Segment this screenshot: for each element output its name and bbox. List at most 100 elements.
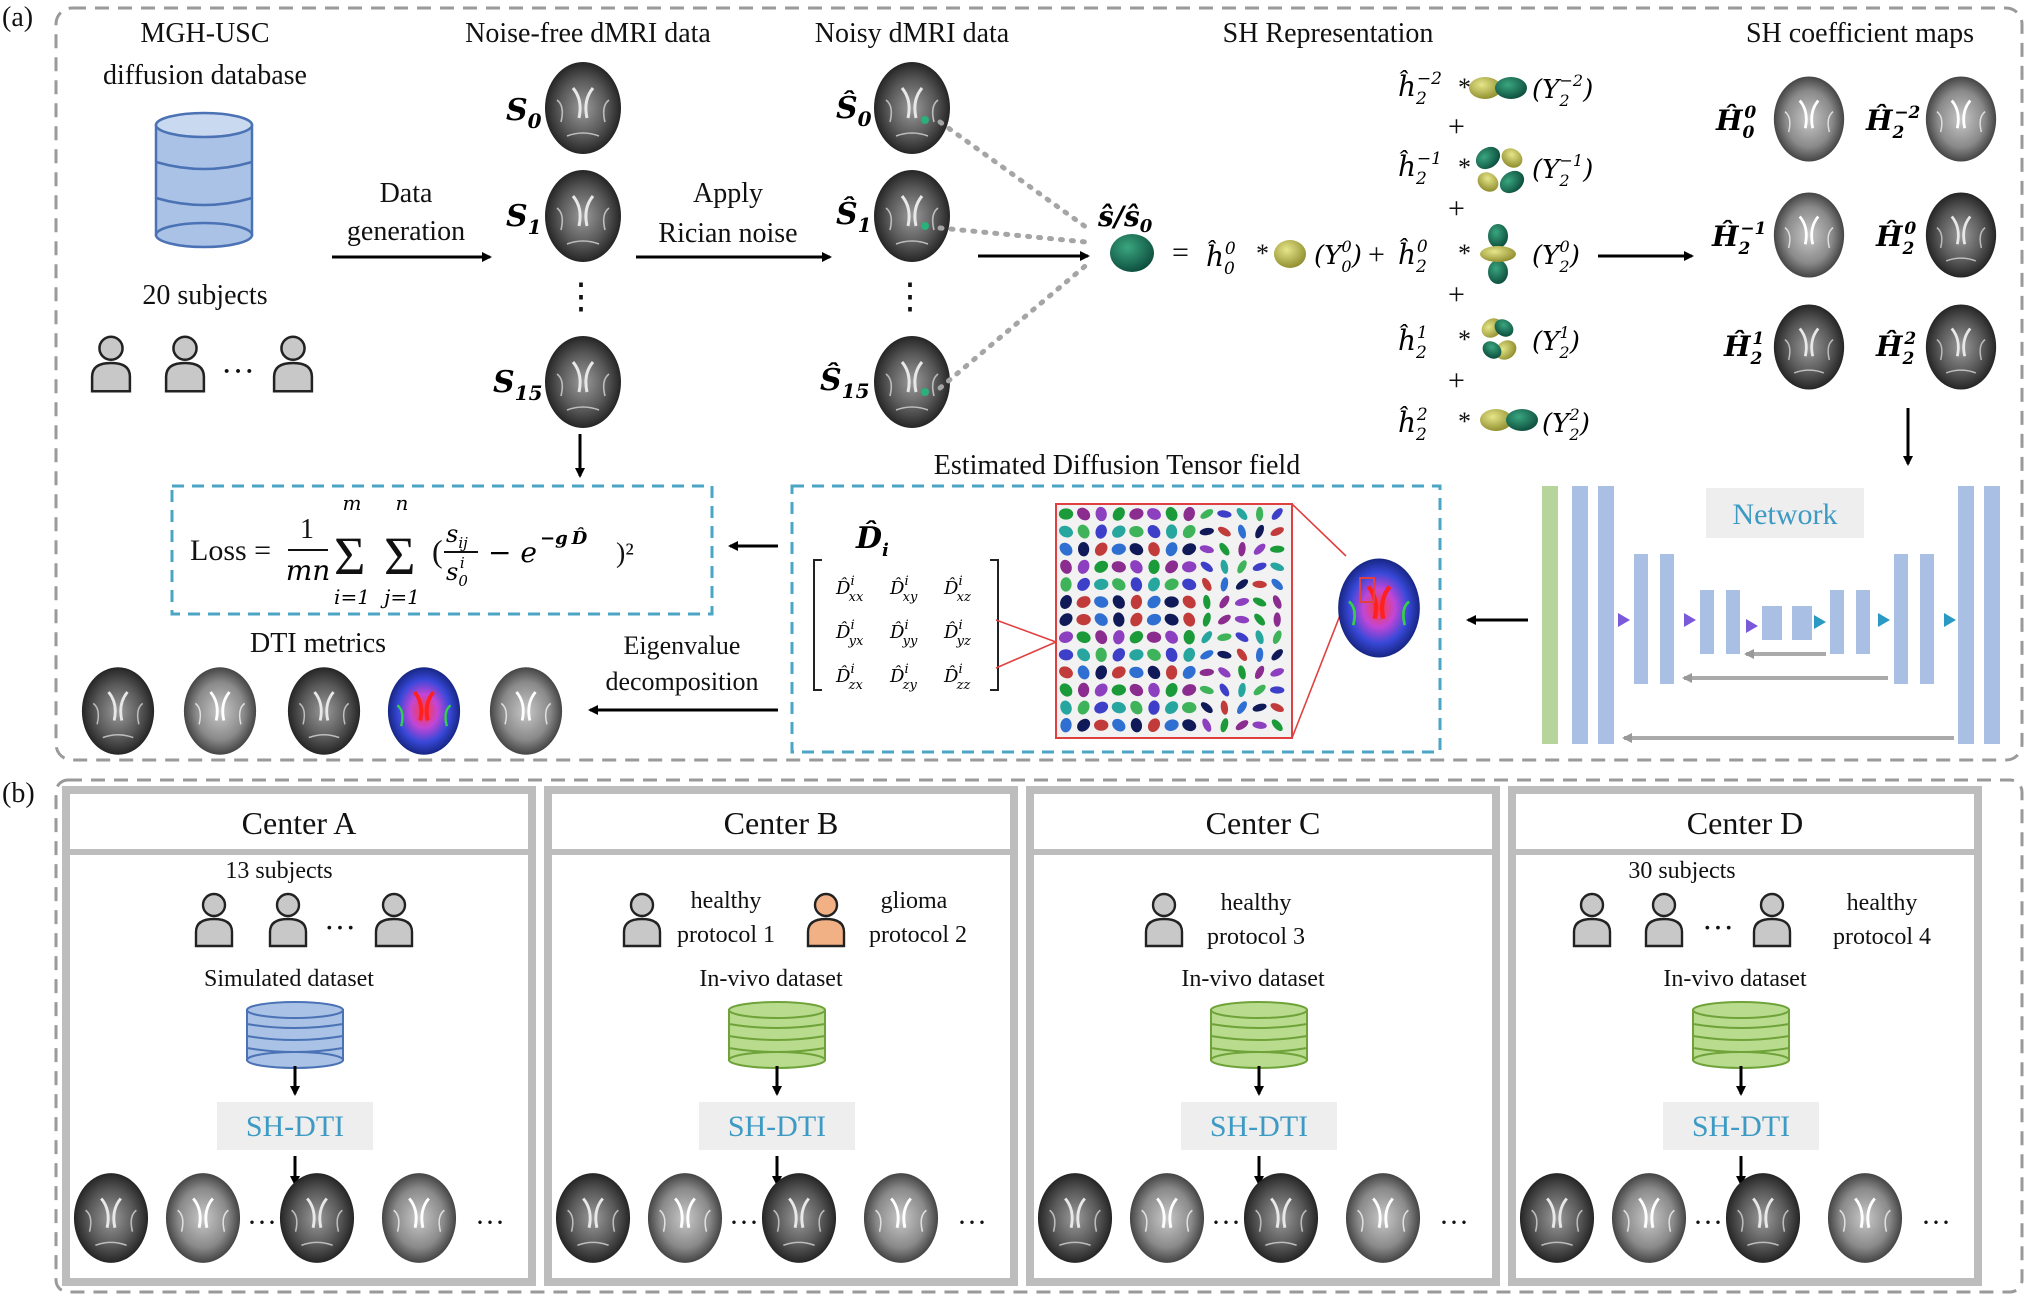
network-layer [1958,486,1974,744]
tensor-glyph [1129,649,1144,661]
tensor-glyph [1164,719,1179,731]
times-sign: * [1458,73,1471,102]
coef-label-h2m1: Ĥ2−1 [1711,219,1766,259]
noisy-column: Noisy dMRI data Ŝ0 Ŝ1 Ŝ15 ⋮ [815,18,1093,430]
results-dots: ··· [1439,1206,1469,1239]
tensor-glyph [1058,649,1074,661]
tensor-glyph [1094,613,1108,626]
s15-label: S15 [493,365,543,405]
center-title: Center D [1687,805,1803,841]
plus-sign: + [1448,110,1465,143]
tensor-glyph [1255,630,1264,645]
network-label-box [1706,488,1864,538]
dti-metric-thumbnail [488,665,564,757]
tensor-glyph [1147,665,1161,680]
tensor-glyph [1165,630,1178,644]
tensor-glyph [1252,597,1267,607]
tensor-glyph [1060,559,1072,574]
exponent: −g D̂ [540,527,588,549]
basis-y2m1: (Y2−1) [1532,151,1593,190]
loss-frac-num: 1 [300,514,314,545]
healthy-label: healthy [1847,890,1918,916]
shat0-label: Ŝ0 [836,90,872,131]
tensor-glyph [1236,648,1248,661]
tensor-glyph [1095,665,1107,680]
tensor-glyph [1059,525,1073,538]
person-icon [622,892,662,948]
tensor-glyph [1183,506,1195,522]
result-brain-thumbnail [164,1171,242,1265]
tensor-glyph [1077,665,1090,680]
sh-rep-title: SH Representation [1223,18,1434,49]
voxel-marker [921,388,929,396]
sum-sign-2: Σ [384,526,415,586]
tensor-glyph [1165,507,1178,521]
tensor-glyph [1199,527,1214,536]
tensor-glyph [1199,685,1214,695]
tensor-glyph [1094,596,1109,608]
zoom-line [1291,503,1347,557]
tensor-glyph [1094,683,1108,697]
coef-map-thumbnail [1924,75,1998,163]
results-dots: ··· [1921,1206,1951,1239]
tensor-glyph [1235,720,1249,731]
person-icon [272,335,314,393]
tensor-glyph [1112,578,1126,591]
times-sign: * [1458,325,1471,354]
center-frame [1026,786,1500,1286]
network-unet: Network [1542,486,2000,744]
tensor-glyph [1077,718,1091,732]
tensor-glyph [1182,684,1197,696]
basis-y21: (Y21) [1532,323,1580,362]
tensor-glyph [1076,631,1091,644]
coef-label-h2m2: Ĥ2−2 [1865,103,1921,143]
loss-lhs: Loss = [190,534,271,567]
tensor-field-title: Estimated Diffusion Tensor field [934,450,1300,481]
network-input-layer [1542,486,1558,744]
person-icon [268,892,308,948]
term-den: s0i [446,554,468,590]
tensor-glyph [1217,633,1232,641]
tensor-glyph [1202,718,1212,732]
tensor-glyph [1112,595,1125,609]
sum1-top: m [343,491,362,515]
results-dots: ··· [1693,1206,1723,1239]
s0-label: S0 [506,93,542,133]
dataset-label: In-vivo dataset [1181,966,1325,992]
tensor-glyph [1254,613,1266,626]
database-icon [154,111,254,249]
tensor-glyph [1270,562,1285,572]
tensor-glyph [1183,612,1196,627]
network-label: Network [1733,498,1838,531]
tensor-glyph [1148,577,1160,592]
tensor-glyph [1130,700,1143,715]
tensor-glyph [1129,508,1144,520]
result-brain-thumbnail [1344,1171,1422,1265]
tensor-glyph [1220,700,1229,715]
tensor-glyph [1199,668,1214,677]
tensor-glyph [1147,508,1161,520]
tensor-glyph [1182,578,1197,591]
minus-exp: − e [488,536,537,569]
tensor-glyph [1077,524,1090,539]
database-dots: ··· [221,353,255,390]
result-brain-thumbnail [1036,1171,1114,1265]
tensor-glyph [1094,701,1109,714]
tensor-glyph [1146,631,1162,643]
person-icon [194,892,234,948]
tensor-glyph [1129,666,1144,679]
tensor-glyph [1273,612,1281,627]
dataset-db-icon [1692,1001,1790,1069]
tensor-glyph [1165,701,1179,714]
tensor-glyph [1130,577,1143,592]
noisy-title: Noisy dMRI data [815,18,1010,49]
person-icon [1144,892,1184,948]
sh-basis-glyph [1469,77,1527,99]
tensor-glyph [1182,702,1197,714]
coef-h22: ĥ22 [1398,405,1428,445]
coef-h2m1: ĥ2−1 [1398,149,1442,189]
tensor-glyph [1182,525,1196,539]
dti-metrics: DTI metrics Eigenvalue decomposition [80,628,778,757]
sum1-bot: i=1 [334,585,370,609]
plus-sign: + [1448,364,1465,397]
